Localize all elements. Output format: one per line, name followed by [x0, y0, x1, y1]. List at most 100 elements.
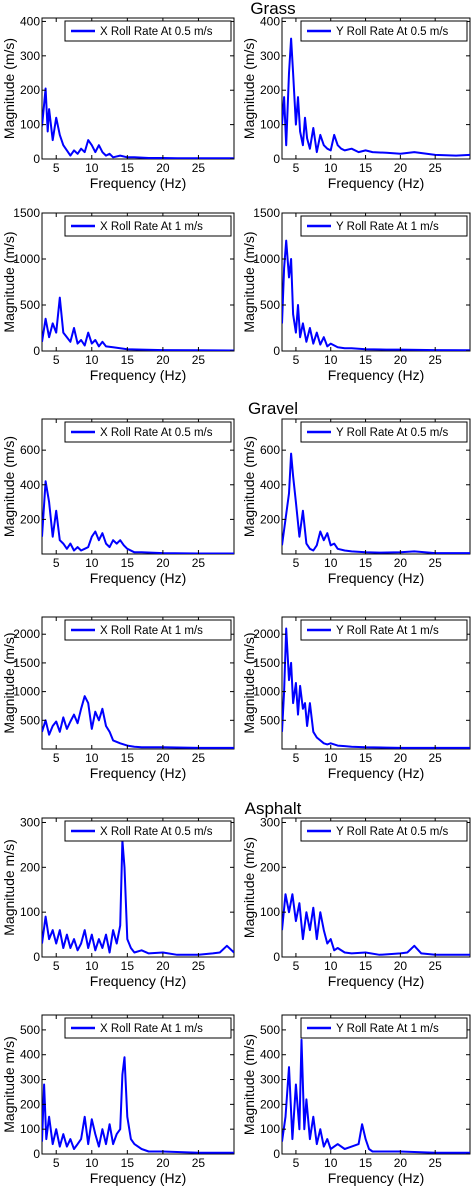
- y-tick-label: 300: [260, 49, 280, 63]
- y-tick-label: 400: [260, 1048, 280, 1062]
- x-tick-label: 20: [156, 556, 170, 570]
- legend-label: X Roll Rate At 1 m/s: [100, 625, 203, 637]
- y-axis-label: Magnitude (m/s): [241, 632, 257, 733]
- x-tick-label: 25: [429, 161, 443, 175]
- x-tick-label: 25: [429, 556, 443, 570]
- x-tick-label: 5: [53, 959, 60, 973]
- chart-panel-10: 5 10 15 20 25 0 100 200 300 Frequency (Hz) Magnitu…: [241, 815, 471, 989]
- y-tick-label: 1500: [253, 206, 280, 220]
- legend: [300, 619, 468, 641]
- x-tick-label: 5: [293, 161, 300, 175]
- y-tick-label: 400: [20, 14, 40, 28]
- legend: [300, 820, 468, 842]
- legend-label: X Roll Rate At 0.5 m/s: [100, 826, 213, 838]
- x-tick-label: 20: [156, 161, 170, 175]
- legend: [64, 421, 232, 443]
- legend: [300, 215, 468, 237]
- x-tick-label: 15: [359, 556, 373, 570]
- legend-label: Y Roll Rate At 0.5 m/s: [336, 427, 449, 439]
- x-tick-label: 5: [53, 556, 60, 570]
- legend-label: X Roll Rate At 0.5 m/s: [100, 26, 213, 38]
- y-tick-label: 1500: [13, 206, 40, 220]
- y-axis-label: Magnitude (m/s): [241, 1034, 257, 1135]
- x-tick-label: 10: [324, 353, 338, 367]
- x-tick-label: 15: [121, 751, 135, 765]
- y-axis-label: Magnitude (m/s): [1, 436, 17, 537]
- chart-panel-11: 5 10 15 20 25 0 100 200 300 400 500 Frequency (Hz) M…: [1, 1014, 235, 1186]
- legend-label: Y Roll Rate At 1 m/s: [336, 625, 439, 637]
- y-tick-label: 200: [20, 860, 40, 874]
- y-tick-label: 0: [33, 950, 40, 964]
- y-tick-label: 100: [260, 905, 280, 919]
- x-axis-label: Frequency (Hz): [90, 973, 186, 989]
- y-tick-label: 0: [33, 152, 40, 166]
- legend: [64, 619, 232, 641]
- x-tick-label: 15: [359, 1156, 373, 1170]
- x-tick-label: 5: [53, 1156, 60, 1170]
- y-axis-label: Magnitude m/s): [1, 839, 17, 935]
- x-tick-label: 25: [192, 556, 206, 570]
- section-title-grass: Grass: [250, 0, 295, 18]
- x-tick-label: 25: [429, 1156, 443, 1170]
- y-tick-label: 1000: [13, 252, 40, 266]
- y-tick-label: 0: [33, 1147, 40, 1161]
- y-axis-label: Magnitude (m/s): [1, 632, 17, 733]
- chart-panel-6: 5 10 15 20 25 200 400 600 Frequency (Hz) Magnitud…: [241, 418, 471, 586]
- y-tick-label: 0: [273, 344, 280, 358]
- legend-label: X Roll Rate At 0.5 m/s: [100, 427, 213, 439]
- y-tick-label: 1500: [13, 656, 40, 670]
- y-tick-label: 400: [20, 478, 40, 492]
- y-tick-label: 1000: [253, 252, 280, 266]
- y-tick-label: 0: [273, 1147, 280, 1161]
- y-tick-label: 400: [260, 478, 280, 492]
- x-tick-label: 5: [53, 161, 60, 175]
- series-line-1: [282, 627, 470, 749]
- x-tick-label: 20: [394, 161, 408, 175]
- x-tick-label: 10: [85, 353, 99, 367]
- x-tick-label: 25: [192, 353, 206, 367]
- legend-label: X Roll Rate At 1 m/s: [100, 221, 203, 233]
- x-tick-label: 20: [394, 1156, 408, 1170]
- x-tick-label: 10: [85, 959, 99, 973]
- x-tick-label: 15: [359, 959, 373, 973]
- legend: [64, 215, 232, 237]
- y-tick-label: 500: [260, 713, 280, 727]
- x-axis-label: Frequency (Hz): [328, 1170, 424, 1186]
- legend: [300, 20, 468, 42]
- legend: [64, 820, 232, 842]
- x-axis-label: Frequency (Hz): [328, 765, 424, 781]
- x-tick-label: 15: [359, 161, 373, 175]
- x-tick-label: 5: [293, 751, 300, 765]
- x-tick-label: 15: [121, 1156, 135, 1170]
- series-line-1: [282, 893, 470, 956]
- chart-panel-8: 5 10 15 20 25 500 1000 1500 2000 Frequency (Hz) Ma…: [241, 616, 471, 781]
- series-line-1: [42, 87, 234, 159]
- section-title-gravel: Gravel: [248, 399, 298, 418]
- y-tick-label: 1000: [253, 685, 280, 699]
- y-tick-label: 500: [20, 298, 40, 312]
- y-axis-label: Magnitude (m/s): [241, 837, 257, 938]
- x-tick-label: 25: [192, 161, 206, 175]
- x-tick-label: 5: [293, 556, 300, 570]
- x-tick-label: 5: [53, 353, 60, 367]
- legend: [300, 421, 468, 443]
- y-tick-label: 600: [260, 443, 280, 457]
- x-axis-label: Frequency (Hz): [90, 765, 186, 781]
- x-tick-label: 20: [394, 751, 408, 765]
- x-tick-label: 5: [293, 959, 300, 973]
- x-axis-label: Frequency (Hz): [328, 973, 424, 989]
- x-axis-label: Frequency (Hz): [90, 570, 186, 586]
- y-tick-label: 100: [260, 118, 280, 132]
- chart-panel-1: 5 10 15 20 25 0 100 200 300 400 Frequency (Hz) Magn…: [1, 14, 235, 191]
- y-tick-label: 200: [20, 1097, 40, 1111]
- section-title-asphalt: Asphalt: [245, 799, 302, 818]
- x-tick-label: 15: [121, 556, 135, 570]
- chart-panel-4: 5 10 15 20 25 0 500 1000 1500 Frequency (Hz) Magni…: [241, 206, 471, 383]
- x-tick-label: 10: [85, 556, 99, 570]
- legend-label: X Roll Rate At 1 m/s: [100, 1023, 203, 1035]
- x-tick-label: 5: [53, 751, 60, 765]
- x-tick-label: 20: [156, 751, 170, 765]
- x-tick-label: 25: [429, 751, 443, 765]
- x-tick-label: 10: [85, 751, 99, 765]
- legend: [64, 20, 232, 42]
